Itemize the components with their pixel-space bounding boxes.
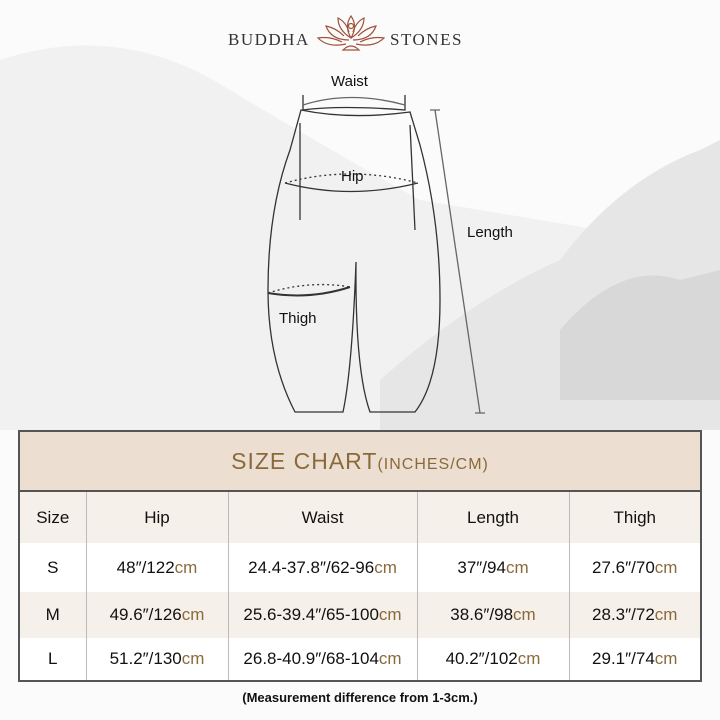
col-hip: Hip xyxy=(85,491,228,543)
thigh-cell: 28.3″/72cm xyxy=(568,592,701,638)
waist-cell: 24.4-37.8″/62-96cm xyxy=(227,543,417,592)
lotus-meditation-icon xyxy=(316,14,386,51)
title-text: SIZE CHART xyxy=(231,447,378,474)
col-size: Size xyxy=(19,491,86,543)
length-cell: 38.6″/98cm xyxy=(416,592,569,638)
units-text: (INCHES/CM) xyxy=(377,455,489,473)
header-row: Size Hip Waist Length Thigh xyxy=(19,491,701,543)
table-row: M 49.6″/126cm 25.6-39.4″/65-100cm 38.6″/… xyxy=(19,592,701,638)
thigh-cell: 29.1″/74cm xyxy=(568,638,701,681)
pants-diagram xyxy=(267,95,485,414)
length-cell: 40.2″/102cm xyxy=(416,638,569,681)
col-thigh: Thigh xyxy=(568,491,701,543)
brand-left: BUDDHA xyxy=(228,30,310,49)
measurement-note: (Measurement difference from 1-3cm.) xyxy=(242,690,478,705)
mountain-landscape-background xyxy=(380,140,720,430)
waist-label: Waist xyxy=(331,73,368,90)
hip-label: Hip xyxy=(341,168,364,185)
brand-right: STONES xyxy=(390,30,463,49)
waist-cell: 25.6-39.4″/65-100cm xyxy=(227,592,417,638)
col-length: Length xyxy=(416,491,569,543)
size-cell: S xyxy=(19,543,86,592)
table-row: L 51.2″/130cm 26.8-40.9″/68-104cm 40.2″/… xyxy=(19,638,701,681)
brand-logo: BUDDHA STONES xyxy=(0,14,720,56)
size-cell: M xyxy=(19,592,86,638)
size-cell: L xyxy=(19,638,86,681)
hip-cell: 49.6″/126cm xyxy=(85,592,228,638)
hip-cell: 51.2″/130cm xyxy=(85,638,228,681)
thigh-cell: 27.6″/70cm xyxy=(568,543,701,592)
thigh-label: Thigh xyxy=(279,310,317,327)
length-label: Length xyxy=(467,224,513,241)
table-row: S 48″/122cm 24.4-37.8″/62-96cm 37″/94cm … xyxy=(19,543,701,592)
waist-cell: 26.8-40.9″/68-104cm xyxy=(227,638,417,681)
length-cell: 37″/94cm xyxy=(416,543,569,592)
hip-cell: 48″/122cm xyxy=(85,543,228,592)
size-chart-title: SIZE CHART(INCHES/CM) xyxy=(19,431,701,492)
size-chart-table: SIZE CHART(INCHES/CM) Size Hip Waist Len… xyxy=(18,430,702,682)
col-waist: Waist xyxy=(227,491,417,543)
